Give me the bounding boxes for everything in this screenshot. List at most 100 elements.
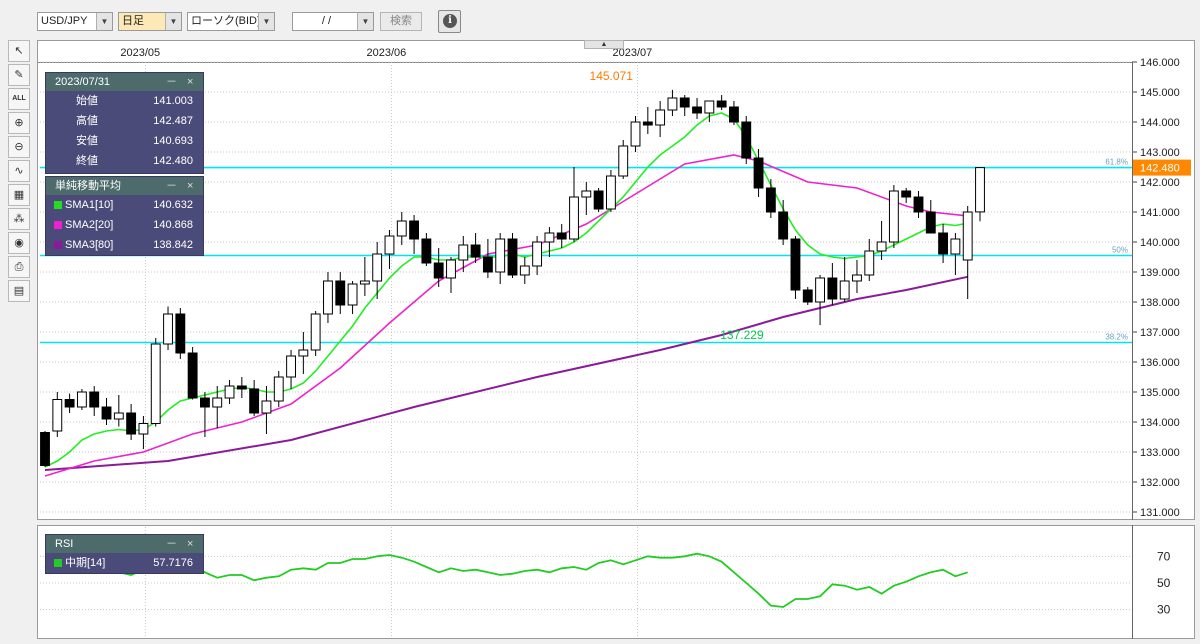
cursor-icon[interactable]: ↖	[8, 40, 30, 62]
candle	[839, 257, 850, 302]
ohlc-value: 142.487	[153, 115, 193, 127]
symbol-select[interactable]: USD/JPY ▼	[37, 12, 113, 31]
series-label: 中期[14]	[65, 557, 106, 569]
candle-body-up	[581, 190, 592, 198]
search-button[interactable]: 検索	[380, 12, 422, 31]
y-tick-label: 143.000	[1140, 147, 1180, 159]
eye-icon[interactable]: ◉	[8, 232, 30, 254]
zoom-out-icon[interactable]: ⊖	[8, 136, 30, 158]
chart-background	[37, 40, 1195, 520]
candle-body-down	[126, 412, 137, 435]
candle	[888, 185, 899, 248]
rsi-panel-header[interactable]: RSI － ×	[46, 535, 203, 553]
series-value: 138.842	[153, 239, 193, 251]
candle	[827, 263, 838, 305]
candle	[347, 281, 358, 314]
candle	[421, 233, 432, 266]
date-input[interactable]: / / ▼	[292, 12, 374, 31]
x-tick-label: 2023/07	[613, 47, 653, 59]
rsi-chart[interactable]: 70 50 30	[37, 525, 1195, 639]
candle	[236, 377, 247, 398]
candle-body-up	[150, 343, 161, 424]
candle	[101, 398, 112, 425]
candle	[372, 242, 383, 299]
candle	[396, 212, 407, 245]
candle	[962, 206, 973, 299]
candle-body-up	[310, 313, 321, 351]
pencil-icon[interactable]: ✎	[8, 64, 30, 86]
candle-body-up	[655, 109, 666, 126]
candle-body-down	[901, 190, 912, 198]
chart-type-select[interactable]: ローソク(BID) ▼	[187, 12, 275, 31]
candle-body-up	[876, 241, 887, 252]
y-tick-label: 131.000	[1140, 507, 1180, 519]
minimize-icon[interactable]: －	[166, 76, 177, 88]
candle-body-up	[630, 121, 641, 147]
x-tick-label: 2023/06	[366, 47, 406, 59]
candle	[64, 393, 75, 413]
candle	[852, 260, 862, 293]
candle-body-up	[815, 277, 825, 303]
table-icon[interactable]: ▤	[8, 280, 30, 302]
symbol-value: USD/JPY	[41, 15, 88, 27]
candle-body-down	[335, 280, 346, 306]
close-icon[interactable]: ×	[187, 538, 194, 550]
candle-body-up	[852, 274, 862, 282]
candle-body-down	[470, 244, 481, 258]
y-tick-label: 145.000	[1140, 87, 1180, 99]
minimize-icon[interactable]: －	[166, 538, 177, 550]
candle-body-down	[593, 190, 604, 210]
series-label: SMA3[80]	[65, 239, 114, 251]
close-icon[interactable]: ×	[187, 76, 194, 88]
candle	[310, 311, 321, 356]
timeframe-select[interactable]: 日足 ▼	[118, 12, 182, 31]
y-tick-label: 146.000	[1140, 57, 1180, 69]
candle-body-up	[372, 253, 383, 282]
candle	[458, 236, 469, 272]
indicator-list-icon[interactable]: ▦	[8, 184, 30, 206]
info-button[interactable]: i	[438, 10, 461, 33]
rsi-background	[37, 525, 1195, 639]
ohlc-value: 140.693	[153, 135, 193, 147]
candle-body-up	[618, 145, 629, 177]
candle-body-down	[716, 100, 727, 108]
candle-body-down	[729, 106, 739, 123]
rsi-tick-label: 30	[1157, 603, 1171, 617]
candle	[482, 239, 493, 278]
candle-body-down	[175, 313, 186, 354]
ohlc-row: 安値 140.693	[46, 131, 203, 151]
minimize-icon[interactable]: －	[166, 180, 177, 192]
candle-body-down	[692, 106, 702, 114]
candle-body-down	[421, 238, 432, 264]
series-label: SMA1[10]	[65, 199, 114, 211]
candle	[618, 140, 629, 179]
erase-all-icon[interactable]: ALL	[8, 88, 30, 110]
ohlc-panel-header[interactable]: 2023/07/31 － ×	[46, 73, 203, 91]
y-tick-label: 134.000	[1140, 417, 1180, 429]
sma_panel-row: SMA2[20] 140.868	[46, 215, 203, 235]
print-icon[interactable]: ⎙	[8, 256, 30, 278]
close-icon[interactable]: ×	[187, 180, 194, 192]
collapse-handle[interactable]: ▲	[584, 40, 624, 49]
objects-icon[interactable]: ⁂	[8, 208, 30, 230]
sma-panel: 単純移動平均 － × SMA1[10] 140.632 SMA2[20] 140.86…	[45, 176, 204, 256]
candle-body-down	[765, 187, 776, 213]
sma-panel-header[interactable]: 単純移動平均 － ×	[46, 177, 203, 195]
candle-body-up	[519, 265, 530, 276]
candle	[138, 416, 149, 449]
ohlc-row: 終値 142.480	[46, 151, 203, 171]
candle	[667, 89, 678, 116]
candle-body-up	[138, 423, 149, 435]
candle-body-down	[64, 399, 75, 408]
candle	[89, 386, 100, 416]
timeframe-value: 日足	[122, 15, 144, 27]
candle-body-up	[224, 385, 235, 399]
candle	[593, 188, 604, 212]
candle	[409, 215, 420, 254]
zoom-in-icon[interactable]: ⊕	[8, 112, 30, 134]
indicator-icon[interactable]: ∿	[8, 160, 30, 182]
sma3-line	[44, 275, 968, 471]
price-chart[interactable]: 146.000 145.000 144.000 143.000 142.000 141.0…	[37, 40, 1195, 520]
candle-body-down	[433, 262, 444, 279]
candle	[187, 347, 198, 400]
